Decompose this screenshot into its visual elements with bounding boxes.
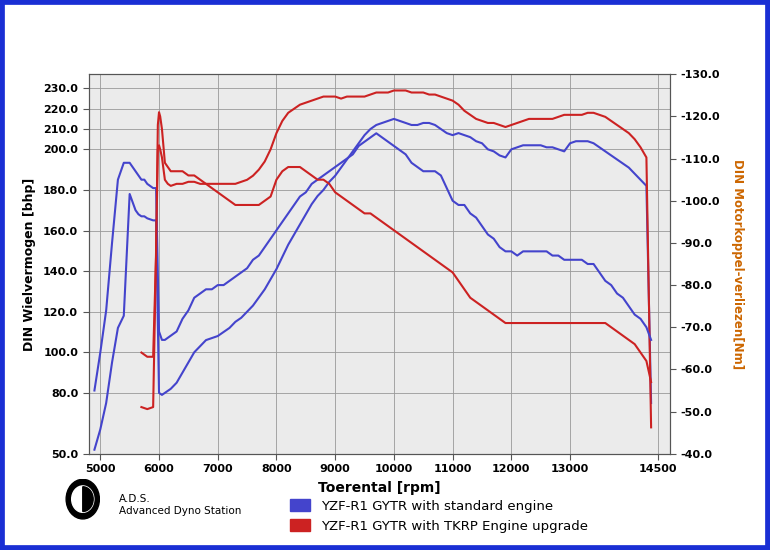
Legend: YZF-R1 GYTR with standard engine, YZF-R1 GYTR with TKRP Engine upgrade: YZF-R1 GYTR with standard engine, YZF-R1… [285,494,593,538]
X-axis label: Toerental [rpm]: Toerental [rpm] [318,481,440,495]
Y-axis label: DIN Motorkoppel-verliezen[Nm]: DIN Motorkoppel-verliezen[Nm] [731,159,744,369]
Circle shape [66,479,99,519]
Y-axis label: DIN Wielvermogen [bhp]: DIN Wielvermogen [bhp] [23,177,36,351]
Circle shape [72,486,94,513]
Text: A.D.S.
Advanced Dyno Station: A.D.S. Advanced Dyno Station [119,494,242,516]
Wedge shape [83,487,93,512]
